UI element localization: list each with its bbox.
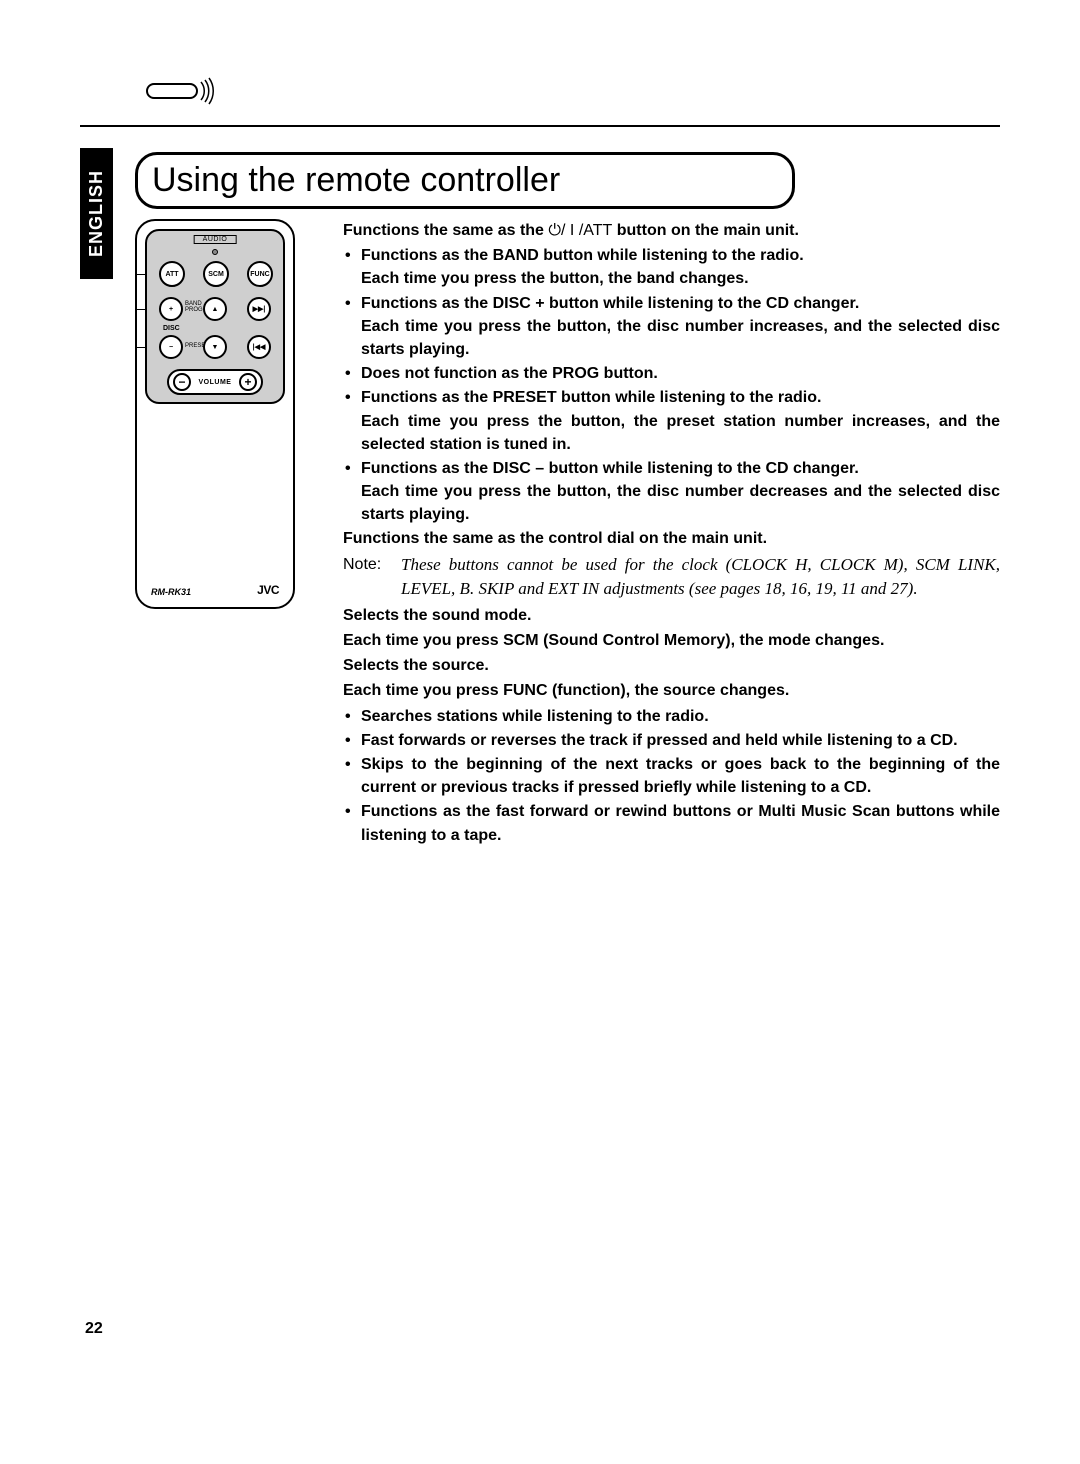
audio-label: AUDIO bbox=[194, 235, 237, 244]
section-title-frame: Using the remote controller bbox=[135, 152, 795, 209]
page: ENGLISH Using the remote controller AUDI… bbox=[80, 90, 1000, 848]
text-column: Functions the same as the ⏻/ I /ATT butt… bbox=[343, 219, 1000, 848]
rule-top bbox=[80, 125, 1000, 127]
band-prog-label: BANDPROG bbox=[185, 301, 203, 313]
up-button: ▲ bbox=[203, 297, 227, 321]
sec6-l1: Selects the source. bbox=[343, 654, 1000, 677]
sec7-b3: • Skips to the beginning of the next tra… bbox=[343, 753, 1000, 799]
preset-minus-button: − bbox=[159, 335, 183, 359]
volume-up-button: + bbox=[239, 373, 257, 391]
sec5-l2: Each time you press SCM (Sound Control M… bbox=[343, 629, 1000, 652]
band-plus-button: + bbox=[159, 297, 183, 321]
disc-label: DISC bbox=[163, 325, 180, 332]
sec3-b2: • Functions as the DISC – button while l… bbox=[343, 457, 1000, 527]
sec3-b1: • Functions as the PRESET button while l… bbox=[343, 386, 1000, 456]
sec1-intro: Functions the same as the ⏻/ I /ATT butt… bbox=[343, 219, 1000, 242]
brand-label: JVC bbox=[257, 583, 279, 597]
remote-diagram: AUDIO ATT SCM FUNC + BANDPROG ▲ ▶▶| DISC… bbox=[135, 219, 295, 609]
model-label: RM-RK31 bbox=[151, 587, 191, 597]
volume-control: − VOLUME + bbox=[167, 369, 263, 395]
page-number: 22 bbox=[85, 1320, 103, 1338]
sec4-note: Note: These buttons cannot be used for t… bbox=[343, 553, 1000, 602]
att-button: ATT bbox=[159, 261, 185, 287]
leader-line bbox=[137, 347, 147, 348]
content: Using the remote controller AUDIO ATT SC… bbox=[135, 152, 1000, 848]
sec7-b1: • Searches stations while listening to t… bbox=[343, 705, 1000, 728]
func-button: FUNC bbox=[247, 261, 273, 287]
sec7-b4: • Functions as the fast forward or rewin… bbox=[343, 800, 1000, 846]
remote-column: AUDIO ATT SCM FUNC + BANDPROG ▲ ▶▶| DISC… bbox=[135, 219, 305, 848]
leader-line bbox=[137, 274, 147, 275]
led-icon bbox=[212, 249, 218, 255]
section-title: Using the remote controller bbox=[152, 161, 752, 200]
sec5-l1: Selects the sound mode. bbox=[343, 604, 1000, 627]
next-button: ▶▶| bbox=[247, 297, 271, 321]
down-button: ▼ bbox=[203, 335, 227, 359]
volume-down-button: − bbox=[173, 373, 191, 391]
volume-label: VOLUME bbox=[199, 379, 232, 386]
language-badge: ENGLISH bbox=[80, 148, 113, 279]
scm-button: SCM bbox=[203, 261, 229, 287]
sec2-b3: • Does not function as the PROG button. bbox=[343, 362, 1000, 385]
prev-button: |◀◀ bbox=[247, 335, 271, 359]
leader-line bbox=[137, 309, 147, 310]
sec6-l2: Each time you press FUNC (function), the… bbox=[343, 679, 1000, 702]
remote-panel: AUDIO ATT SCM FUNC + BANDPROG ▲ ▶▶| DISC… bbox=[145, 229, 285, 404]
remote-signal-icon bbox=[145, 76, 225, 111]
sec4-l1: Functions the same as the control dial o… bbox=[343, 527, 1000, 550]
sec2-b1: • Functions as the BAND button while lis… bbox=[343, 244, 1000, 290]
two-column: AUDIO ATT SCM FUNC + BANDPROG ▲ ▶▶| DISC… bbox=[135, 219, 1000, 848]
sec2-b2: • Functions as the DISC + button while l… bbox=[343, 292, 1000, 362]
sec7-b2: • Fast forwards or reverses the track if… bbox=[343, 729, 1000, 752]
